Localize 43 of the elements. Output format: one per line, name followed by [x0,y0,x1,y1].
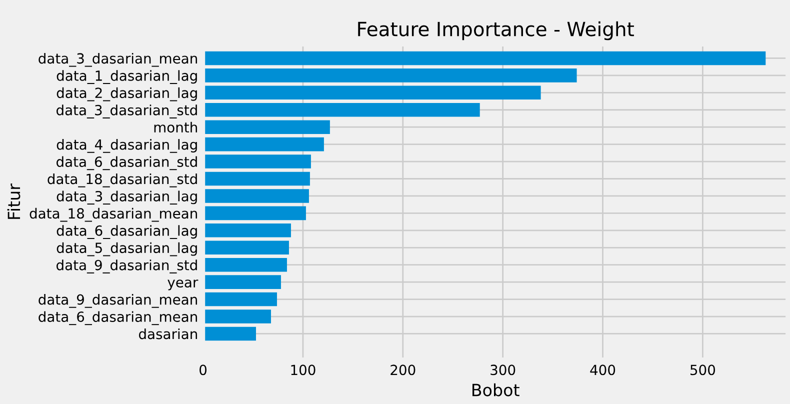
bar [203,326,256,341]
y-tick-label: dasarian [138,328,197,340]
x-tick-label: 500 [690,364,716,376]
x-axis-title: Bobot [472,383,520,396]
y-tick-label: data_9_dasarian_mean [38,294,197,308]
y-tick-label: data_4_dasarian_lag [56,139,197,153]
y-tick-label: data_3_dasarian_mean [38,52,197,67]
y-tick-label: year [168,280,198,290]
bar [203,224,291,238]
chart-title: Feature Importance - Weight [358,21,634,40]
bar [203,292,277,306]
bar [203,310,271,324]
y-axis-title: Fitur [7,184,20,219]
x-tick-label: 100 [291,364,316,376]
y-tick-label: data_9_dasarian_std [56,260,197,274]
y-tick-label: data_3_dasarian_std [56,104,197,118]
y-tick-label: data_18_dasarian_mean [30,208,197,222]
y-tick-label: data_5_dasarian_lag [56,242,197,256]
y-tick-label: data_1_dasarian_lag [56,70,197,84]
bar [203,206,306,220]
bar [203,102,480,117]
bar [203,120,330,134]
bar [203,172,310,186]
y-tick-label: data_3_dasarian_lag [56,190,197,205]
bar [203,189,309,203]
bar [203,240,289,255]
bar [203,137,324,152]
x-tick-label: 300 [490,364,516,376]
bar [203,51,766,66]
bar [203,68,577,82]
y-tick-label: month [154,122,197,133]
y-tick-label: data_6_dasarian_lag [56,225,197,239]
bar [203,154,311,168]
x-tick-label: 0 [200,364,207,376]
y-tick-label: data_18_dasarian_std [48,173,197,188]
y-tick-label: data_6_dasarian_std [56,156,197,170]
x-tick-label: 200 [390,364,416,376]
bar [203,86,541,100]
y-tick-label: data_6_dasarian_mean [38,311,197,326]
bar [203,275,281,289]
x-tick-label: 400 [590,364,616,376]
bar [203,258,287,272]
y-tick-label: data_2_dasarian_lag [56,87,197,102]
